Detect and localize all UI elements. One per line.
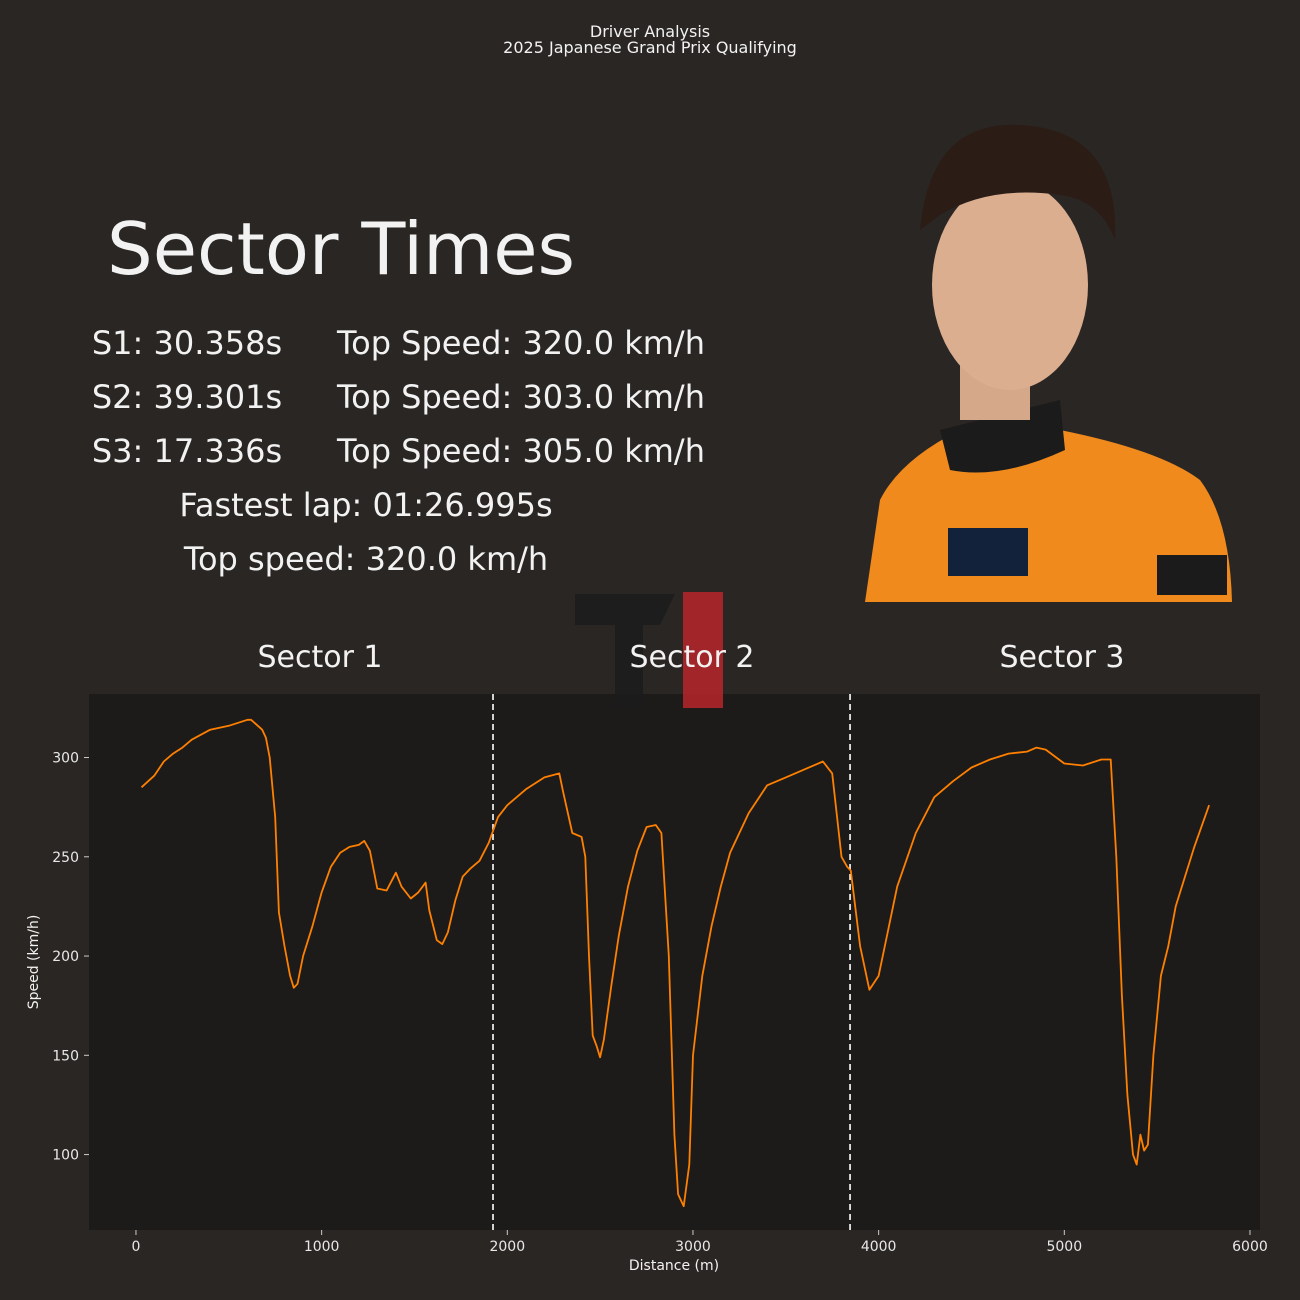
sector-time: S2: 39.301s: [92, 378, 282, 416]
x-tick-label: 6000: [1232, 1239, 1268, 1255]
y-tick-label: 250: [52, 850, 79, 866]
x-tick-label: 1000: [304, 1239, 340, 1255]
x-axis-label: Distance (m): [629, 1258, 719, 1274]
y-axis-label: Speed (km/h): [26, 915, 42, 1010]
fastest-lap: Fastest lap: 01:26.995s: [179, 486, 552, 524]
sector-speed: Top Speed: 303.0 km/h: [336, 378, 705, 416]
driver-photo: [865, 124, 1232, 602]
x-tick-label: 2000: [489, 1239, 525, 1255]
sector-label: Sector 3: [999, 640, 1124, 675]
y-tick-label: 150: [52, 1048, 79, 1064]
panel-heading: Sector Times: [107, 207, 575, 291]
x-tick-label: 3000: [675, 1239, 711, 1255]
subtitle: 2025 Japanese Grand Prix Qualifying: [503, 38, 797, 57]
sector-label: Sector 1: [257, 640, 382, 675]
x-tick-label: 0: [132, 1239, 141, 1255]
sector-speed: Top Speed: 305.0 km/h: [336, 432, 705, 470]
y-tick-label: 100: [52, 1148, 79, 1164]
y-tick-label: 200: [52, 949, 79, 965]
title: Driver Analysis: [590, 22, 710, 41]
f1-watermark: [575, 592, 723, 708]
x-tick-label: 5000: [1046, 1239, 1082, 1255]
sector-time: S1: 30.358s: [92, 324, 282, 362]
speed-line: [140, 718, 1210, 1208]
sector-speed: Top Speed: 320.0 km/h: [336, 324, 705, 362]
y-tick-label: 300: [52, 751, 79, 767]
x-tick-label: 4000: [861, 1239, 897, 1255]
sector-label: Sector 2: [629, 640, 754, 675]
sector-time: S3: 17.336s: [92, 432, 282, 470]
top-speed: Top speed: 320.0 km/h: [183, 540, 548, 578]
